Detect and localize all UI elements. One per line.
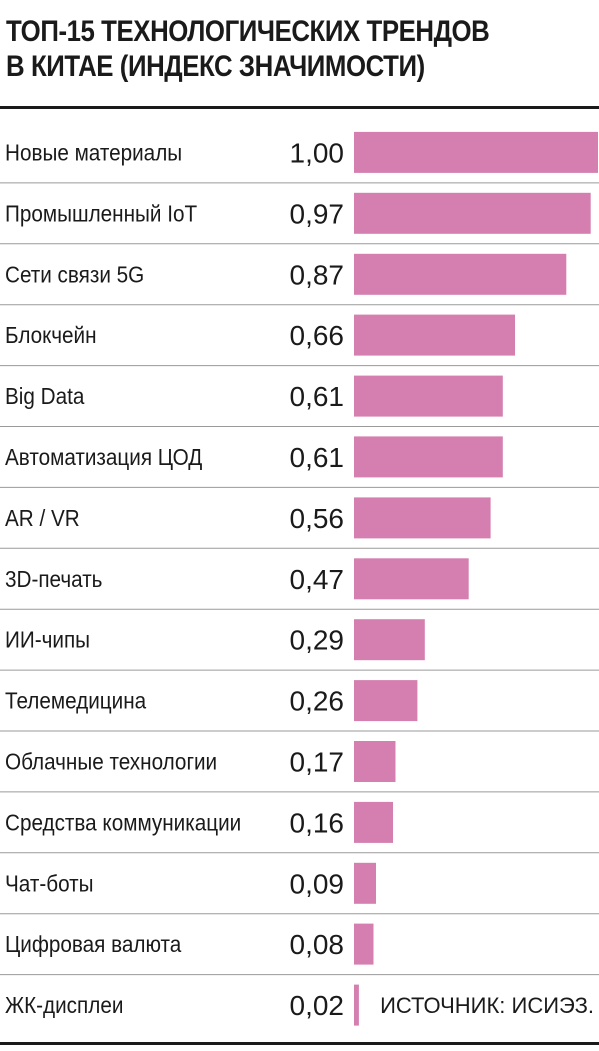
category-label: AR / VR bbox=[5, 505, 80, 531]
category-label: Средства коммуникации bbox=[5, 809, 241, 835]
bar bbox=[354, 131, 598, 173]
chart-title: ТОП-15 ТЕХНОЛОГИЧЕСКИХ ТРЕНДОВ В КИТАЕ (… bbox=[6, 14, 513, 84]
value-label: 0,26 bbox=[290, 686, 345, 717]
bottom-rule bbox=[0, 1042, 599, 1045]
value-label: 0,08 bbox=[290, 929, 345, 960]
value-label: 0,29 bbox=[290, 625, 345, 656]
bar bbox=[354, 253, 567, 295]
bar bbox=[354, 314, 515, 356]
category-label: ЖК-дисплеи bbox=[5, 992, 123, 1018]
bar bbox=[354, 375, 503, 417]
value-label: 0,97 bbox=[290, 198, 345, 229]
chart-title-line-2: В КИТАЕ (ИНДЕКС ЗНАЧИМОСТИ) bbox=[6, 50, 425, 83]
bar bbox=[354, 862, 376, 904]
value-label: 0,61 bbox=[290, 442, 345, 473]
bar bbox=[354, 192, 591, 234]
bar bbox=[354, 984, 359, 1026]
category-label: Чат-боты bbox=[5, 870, 93, 896]
category-label: Телемедицина bbox=[5, 688, 147, 714]
source-note: ИСТОЧНИК: ИСИЭЗ. bbox=[380, 993, 594, 1018]
value-label: 0,47 bbox=[290, 564, 345, 595]
bar bbox=[354, 436, 503, 478]
category-label: Автоматизация ЦОД bbox=[5, 444, 202, 470]
value-label: 0,16 bbox=[290, 807, 345, 838]
value-label: 0,09 bbox=[290, 868, 345, 899]
category-label: Облачные технологии bbox=[5, 748, 217, 774]
bar bbox=[354, 558, 469, 600]
category-label: Сети связи 5G bbox=[5, 261, 144, 287]
category-label: Промышленный IoT bbox=[5, 200, 197, 226]
top-rule bbox=[0, 106, 599, 109]
bar bbox=[354, 497, 491, 539]
category-label: ИИ-чипы bbox=[5, 627, 90, 653]
category-label: Новые материалы bbox=[5, 139, 182, 165]
bar bbox=[354, 619, 425, 661]
bar bbox=[354, 801, 393, 843]
bar bbox=[354, 741, 396, 782]
chart-title-line-1: ТОП-15 ТЕХНОЛОГИЧЕСКИХ ТРЕНДОВ bbox=[6, 15, 490, 48]
value-label: 0,02 bbox=[290, 990, 345, 1021]
category-label: Big Data bbox=[5, 383, 85, 409]
value-label: 0,17 bbox=[290, 747, 345, 778]
value-label: 0,87 bbox=[290, 259, 345, 290]
category-label: Цифровая валюта bbox=[5, 931, 182, 957]
bar bbox=[354, 923, 374, 965]
category-label: Блокчейн bbox=[5, 322, 97, 348]
bar bbox=[354, 680, 418, 722]
value-label: 0,61 bbox=[290, 381, 345, 412]
category-label: 3D-печать bbox=[5, 566, 102, 592]
value-label: 0,66 bbox=[290, 320, 345, 351]
value-label: 0,56 bbox=[290, 503, 345, 534]
value-label: 1,00 bbox=[290, 137, 345, 168]
